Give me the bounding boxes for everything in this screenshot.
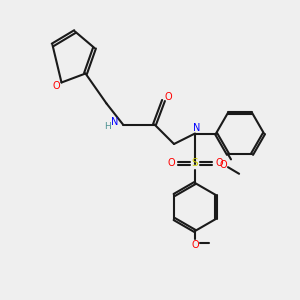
Text: O: O <box>52 81 60 91</box>
Text: O: O <box>167 158 175 169</box>
Text: O: O <box>220 160 227 170</box>
Text: O: O <box>215 158 223 169</box>
Text: O: O <box>191 239 199 250</box>
Text: N: N <box>111 117 118 127</box>
Text: O: O <box>164 92 172 103</box>
Text: H: H <box>104 122 111 131</box>
Text: N: N <box>193 123 200 133</box>
Text: S: S <box>192 158 198 169</box>
